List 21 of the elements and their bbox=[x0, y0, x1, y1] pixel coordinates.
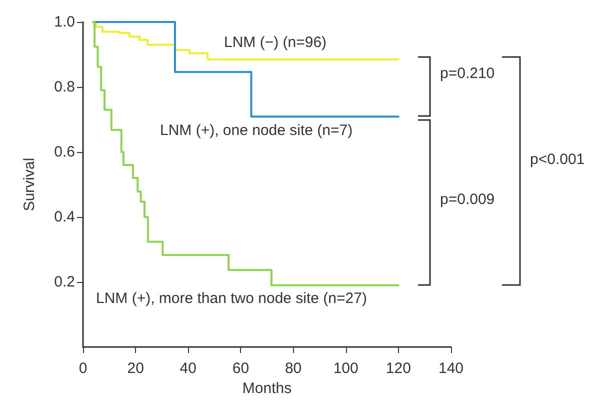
y-axis-title: Survival bbox=[21, 158, 38, 212]
y-tick-label: 0.6 bbox=[54, 144, 75, 160]
y-tick-label: 0.8 bbox=[54, 78, 75, 96]
x-tick-label: 80 bbox=[284, 360, 302, 377]
series-label: LNM (+), one node site (n=7) bbox=[160, 122, 353, 139]
y-tick-label: 1.0 bbox=[54, 14, 75, 30]
annotation: p=0.210 bbox=[440, 65, 495, 82]
x-tick-label: 100 bbox=[333, 360, 358, 377]
annotation: p=0.009 bbox=[440, 191, 495, 208]
series-label: LNM (+), more than two node site (n=27) bbox=[96, 290, 367, 307]
x-tick-label: 20 bbox=[127, 360, 144, 377]
x-axis-title: Months bbox=[242, 380, 292, 397]
y-tick-label: 0.4 bbox=[54, 208, 75, 226]
x-tick-label: 40 bbox=[180, 360, 196, 377]
text: p<0.001 bbox=[530, 151, 585, 168]
x-tick-label: 120 bbox=[386, 360, 411, 377]
y-tick-label: 0.2 bbox=[54, 274, 75, 290]
x-tick-label: 140 bbox=[438, 360, 464, 377]
series-label: LNM (−) (n=96) bbox=[224, 34, 327, 51]
x-tick-label: 60 bbox=[232, 360, 250, 377]
x-tick-label: 0 bbox=[78, 360, 88, 377]
